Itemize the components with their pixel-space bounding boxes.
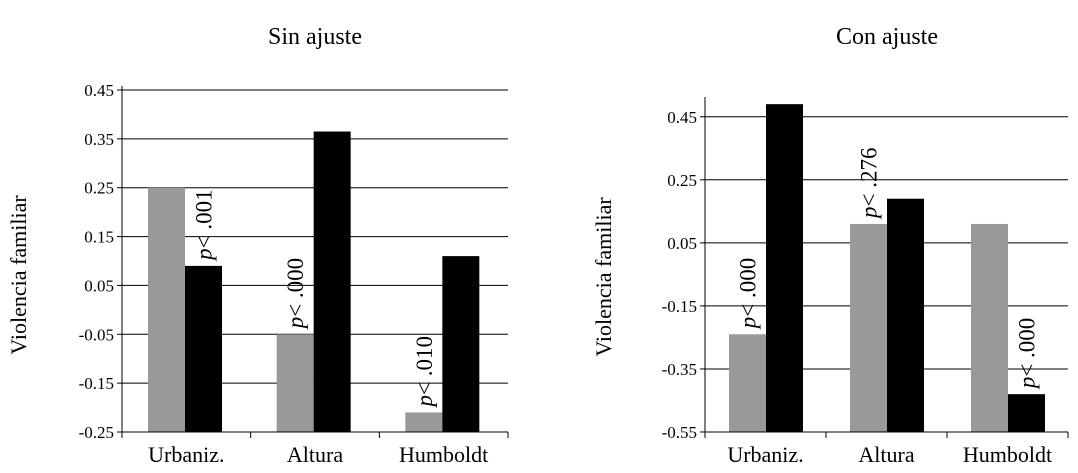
- bar-altura-s0: [850, 223, 887, 432]
- y-tick-label: -0.25: [79, 423, 114, 442]
- y-tick-label: -0.55: [662, 423, 697, 442]
- y-tick-label: 0.15: [84, 228, 114, 247]
- y-tick-label: -0.35: [662, 360, 697, 379]
- p-value-text: < .010: [412, 336, 437, 395]
- y-tick-label: 0.45: [667, 108, 697, 127]
- y-axis-label: Violencia familiar: [591, 197, 616, 357]
- bar-humboldt-s1: [1008, 394, 1045, 432]
- p-value-text: < .000: [736, 258, 761, 317]
- x-tick-labels: Urbaniz. Altura Humboldt: [727, 442, 1052, 467]
- x-tick-label: Humboldt: [963, 442, 1052, 467]
- y-tick-label: 0.45: [84, 81, 114, 100]
- y-tick-labels: 0.45 0.35 0.25 0.15 0.05 -0.05 -0.15 -0.25: [79, 81, 114, 442]
- p-value-annotation: p< .000: [736, 258, 761, 330]
- bar-urbaniz-s0: [148, 187, 185, 432]
- chart-title: Sin ajuste: [268, 24, 362, 50]
- p-symbol: p: [1015, 377, 1040, 391]
- axes: [704, 97, 1069, 438]
- x-tick-label: Urbaniz.: [727, 442, 803, 467]
- y-tick-label: -0.05: [79, 325, 114, 344]
- x-tick-label: Humboldt: [399, 442, 488, 467]
- x-tick-labels: Urbaniz. Altura Humboldt: [148, 442, 488, 467]
- y-tick-label: 0.25: [84, 179, 114, 198]
- axes: [121, 86, 509, 438]
- y-tick-label: 0.25: [667, 171, 697, 190]
- p-symbol: p: [857, 206, 882, 220]
- p-value-text: < .000: [1015, 318, 1040, 377]
- p-value-annotation: p< .010: [412, 336, 437, 408]
- y-tick-label: -0.15: [662, 297, 697, 316]
- p-value-annotation: p< .276: [857, 147, 882, 219]
- p-symbol: p: [192, 248, 217, 262]
- bar-urbaniz-s1: [766, 104, 803, 433]
- chart-con-ajuste: 0.45 0.25 0.05 -0.15 -0.35 -0.55 Urbaniz. Altur…: [591, 24, 1069, 467]
- p-value-text: < .000: [283, 258, 308, 317]
- y-axis-label: Violencia familiar: [6, 195, 31, 355]
- x-tick-label: Urbaniz.: [148, 442, 224, 467]
- bar-humboldt-s0: [405, 412, 443, 432]
- bar-urbaniz-s0: [729, 334, 766, 432]
- p-symbol: p: [412, 395, 437, 409]
- p-value-text: < .276: [857, 147, 882, 206]
- bar-altura-s1: [313, 131, 351, 432]
- p-value-text: < .001: [192, 189, 217, 248]
- y-tick-label: -0.15: [79, 374, 114, 393]
- bar-altura-s1: [887, 198, 924, 432]
- chart-sin-ajuste: 0.45 0.35 0.25 0.15 0.05 -0.05 -0.15 -0.25 Urban…: [6, 24, 509, 467]
- x-tick-label: Altura: [287, 442, 343, 467]
- p-value-annotation: p< .000: [1015, 318, 1040, 390]
- bar-urbaniz-s1: [185, 265, 222, 432]
- bars: [148, 131, 480, 432]
- p-symbol: p: [283, 317, 308, 331]
- p-value-annotation: p< .000: [283, 258, 308, 330]
- y-tick-labels: 0.45 0.25 0.05 -0.15 -0.35 -0.55: [662, 108, 697, 442]
- bars: [729, 104, 1045, 433]
- p-symbol: p: [736, 317, 761, 331]
- bar-altura-s0: [276, 334, 314, 432]
- y-tick-label: 0.05: [667, 234, 697, 253]
- y-tick-label: 0.05: [84, 276, 114, 295]
- x-tick-label: Altura: [858, 442, 914, 467]
- p-value-annotation: p< .001: [192, 189, 217, 261]
- bar-humboldt-s0: [971, 223, 1008, 432]
- bar-humboldt-s1: [442, 256, 480, 432]
- y-tick-label: 0.35: [84, 130, 114, 149]
- chart-title: Con ajuste: [836, 24, 938, 50]
